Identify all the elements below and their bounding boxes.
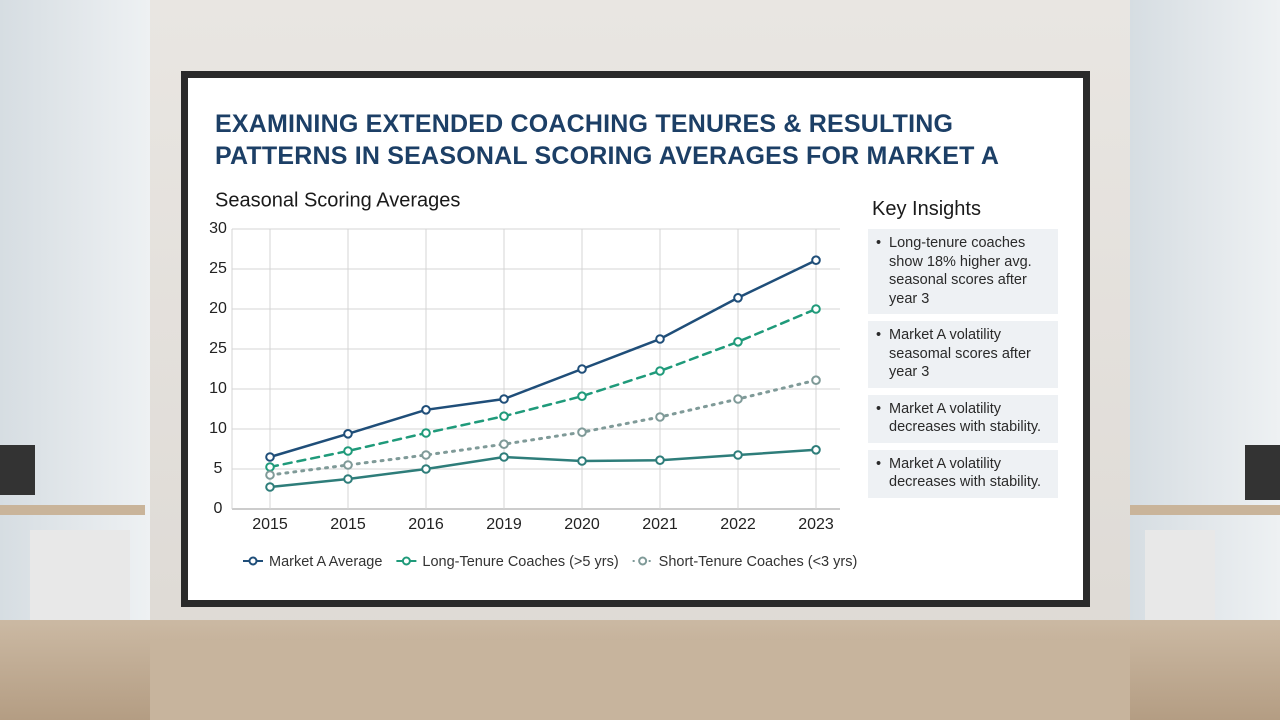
data-point: [265, 452, 275, 462]
data-point: [499, 452, 509, 462]
data-point: [655, 366, 665, 376]
bullet: •: [876, 235, 882, 251]
x-tick-label: 2016: [408, 516, 444, 533]
data-point: [343, 429, 353, 439]
monitor-right: [1245, 445, 1280, 500]
cabinet-left: [30, 530, 130, 620]
insight-list: • Long-tenure coaches show 18% higher avg…: [868, 229, 1058, 498]
data-point: [421, 450, 431, 460]
y-tick-label: 5: [214, 460, 223, 477]
data-point: [421, 428, 431, 438]
y-tick-label: 10: [209, 420, 227, 437]
data-point: [655, 455, 665, 466]
data-point: [811, 375, 821, 386]
insights-panel: Key Insights • Long-tenure coaches show 1…: [868, 198, 1058, 505]
insight-text: Market A volatility seasomal scores afte…: [889, 327, 1031, 380]
data-point: [265, 482, 275, 492]
insight-text: Market A volatility decreases with stabi…: [889, 400, 1042, 436]
data-point: [499, 439, 509, 450]
y-tick-label: 30: [209, 220, 227, 237]
chart-subtitle: Seasonal Scoring Averages: [215, 189, 460, 211]
x-tick-label: 2023: [798, 516, 834, 533]
data-point: [265, 470, 275, 480]
data-point: [577, 391, 587, 402]
data-point: [733, 450, 743, 460]
y-tick-label: 25: [209, 340, 227, 357]
data-point: [499, 411, 509, 422]
window-left: [0, 0, 150, 620]
chart-title: EXAMINING EXTENDED COACHING TENURES & RE…: [215, 110, 1000, 170]
series-line: [268, 307, 818, 469]
y-tick-label: 20: [209, 300, 227, 317]
x-tick-label: 2022: [720, 516, 756, 533]
data-point: [733, 293, 743, 303]
window-right: [1130, 0, 1280, 620]
series-line: [268, 448, 818, 489]
data-point: [265, 462, 275, 472]
data-point: [343, 446, 353, 456]
x-tick-label: 2019: [486, 516, 522, 533]
data-point: [811, 255, 821, 266]
data-point: [655, 334, 665, 344]
bullet: •: [876, 327, 882, 343]
data-point: [343, 460, 353, 470]
data-point: [499, 394, 509, 404]
data-point: [733, 337, 743, 347]
x-tick-label: 2015: [252, 516, 288, 533]
insight-item: • Market A volatility decreases with stab…: [868, 394, 1058, 443]
insight-text: Market A volatility decreases with stabi…: [889, 455, 1042, 491]
legend-marker: [638, 556, 648, 566]
data-point: [421, 405, 431, 415]
data-point: [577, 427, 587, 438]
desk-right: [1130, 505, 1280, 515]
legend-label: Long-Tenure Coaches (>5 yrs): [422, 554, 618, 570]
data-point: [733, 394, 743, 404]
bullet: •: [876, 400, 882, 417]
bullet: •: [876, 455, 882, 472]
insight-item: • Long-tenure coaches show 18% higher avg…: [868, 229, 1058, 314]
data-point: [811, 445, 821, 455]
y-tick-label: 25: [209, 260, 227, 277]
legend-marker: [248, 556, 258, 566]
insight-item: • Market A volatility seasomal scores aft…: [868, 321, 1058, 388]
legend-label: Short-Tenure Coaches (<3 yrs): [659, 554, 858, 570]
data-point: [577, 456, 587, 466]
legend-label: Market A Average: [269, 554, 382, 570]
x-tick-label: 2020: [564, 516, 600, 533]
series-line: [268, 258, 818, 459]
data-point: [421, 464, 431, 474]
data-point: [577, 364, 587, 374]
insight-item: • Market A volatility decreases with stab…: [868, 449, 1058, 498]
data-point: [655, 412, 665, 422]
y-tick-label: 0: [214, 500, 223, 517]
series-line: [268, 378, 818, 477]
floor-front: [150, 640, 1130, 720]
data-point: [343, 474, 353, 484]
data-point: [811, 304, 821, 314]
insights-title: Key Insights: [872, 198, 981, 220]
x-tick-label: 2021: [642, 516, 678, 533]
desk-left: [0, 505, 145, 515]
monitor-left: [0, 445, 35, 495]
insight-text: Long-tenure coaches show 18% higher avg.…: [889, 235, 1032, 307]
cabinet-right: [1145, 530, 1215, 620]
y-tick-label: 10: [209, 380, 227, 397]
legend-marker: [401, 556, 411, 566]
x-tick-label: 2015: [330, 516, 366, 533]
